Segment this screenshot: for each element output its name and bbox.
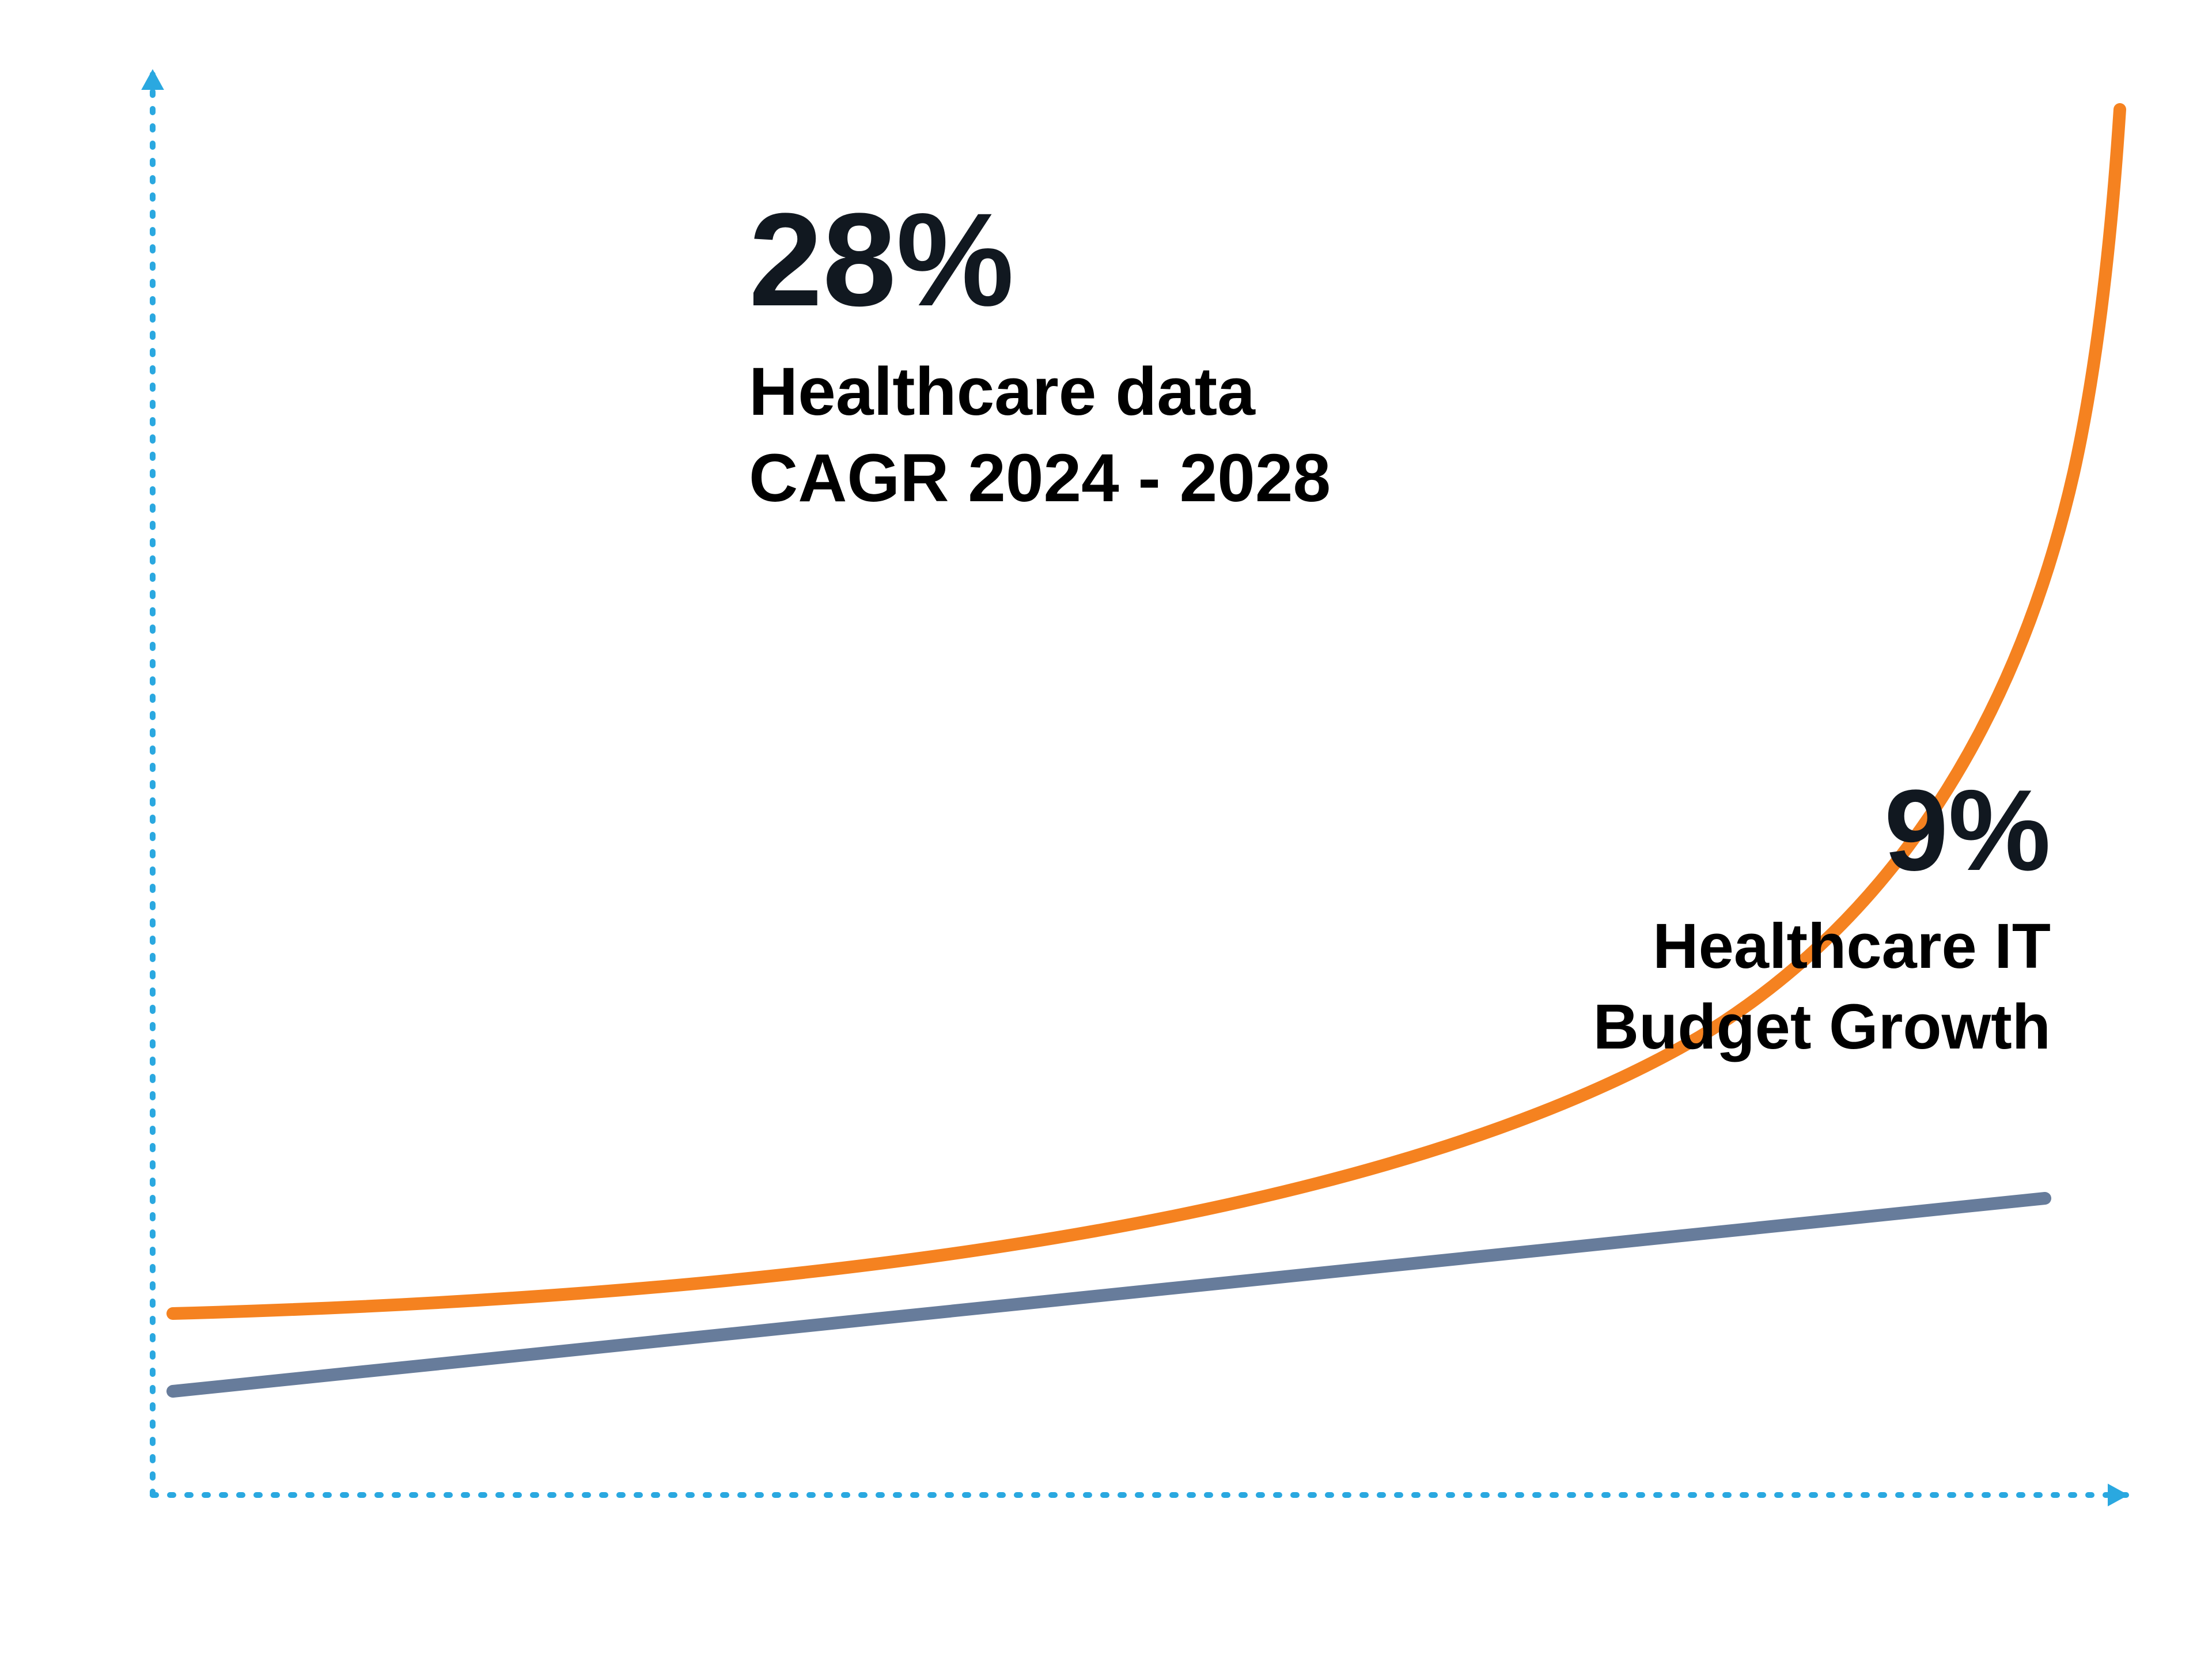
- blue-stat-subtitle: Healthcare ITBudget Growth: [1593, 911, 2051, 1062]
- chart-container: 28% Healthcare dataCAGR 2024 - 2028 9% H…: [0, 0, 2212, 1654]
- orange-stat-subtitle: Healthcare dataCAGR 2024 - 2028: [749, 354, 1331, 516]
- orange-curve: [173, 109, 2120, 1314]
- blue-stat-value: 9%: [1884, 766, 2051, 895]
- orange-stat-value: 28%: [749, 186, 1014, 334]
- growth-chart: 28% Healthcare dataCAGR 2024 - 2028 9% H…: [0, 0, 2212, 1654]
